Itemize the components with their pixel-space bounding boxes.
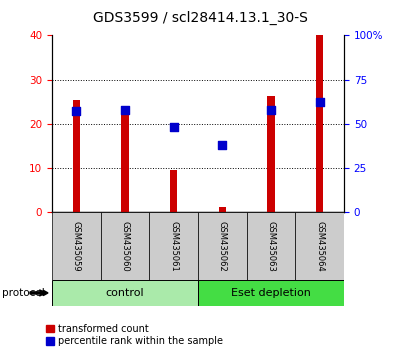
Point [268,107,274,113]
Bar [52,212,101,280]
Point [122,107,128,113]
Bar [170,170,177,212]
Bar [295,212,344,280]
Bar [52,280,198,306]
Text: control: control [106,288,144,298]
Bar [149,212,198,280]
Point [73,108,80,113]
Bar [247,212,295,280]
Text: GSM435062: GSM435062 [218,221,227,272]
Bar [316,35,323,212]
Point [170,125,177,130]
Text: GSM435061: GSM435061 [169,221,178,272]
Text: GSM435059: GSM435059 [72,221,81,272]
Point [316,99,323,105]
Bar [219,207,226,212]
Text: Eset depletion: Eset depletion [231,288,311,298]
Bar [73,99,80,212]
Legend: transformed count, percentile rank within the sample: transformed count, percentile rank withi… [45,323,224,347]
Bar [267,96,275,212]
Text: GDS3599 / scl28414.13.1_30-S: GDS3599 / scl28414.13.1_30-S [92,11,308,25]
Bar [121,107,129,212]
Bar [101,212,149,280]
Bar [198,280,344,306]
Text: protocol: protocol [2,288,45,298]
Bar [198,212,247,280]
Point [219,142,226,148]
Text: GSM435063: GSM435063 [266,221,276,272]
Text: GSM435060: GSM435060 [120,221,130,272]
Text: GSM435064: GSM435064 [315,221,324,272]
